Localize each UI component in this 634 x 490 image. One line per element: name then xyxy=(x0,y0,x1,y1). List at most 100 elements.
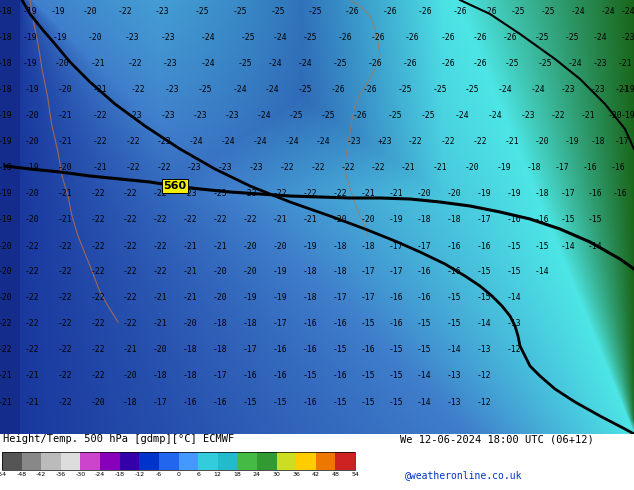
Text: @weatheronline.co.uk: @weatheronline.co.uk xyxy=(405,470,522,480)
Text: -22: -22 xyxy=(91,242,105,250)
Text: -22: -22 xyxy=(311,164,325,172)
Text: -24: -24 xyxy=(264,85,280,95)
Text: -21: -21 xyxy=(273,216,287,224)
Text: -21: -21 xyxy=(58,190,72,198)
Text: -14: -14 xyxy=(477,319,491,328)
Text: 42: 42 xyxy=(312,472,320,477)
Text: -26: -26 xyxy=(368,59,382,69)
Text: -12: -12 xyxy=(477,371,491,381)
Text: -23: -23 xyxy=(183,190,197,198)
Text: -36: -36 xyxy=(56,472,66,477)
Text: -20: -20 xyxy=(0,268,12,276)
Text: -19: -19 xyxy=(0,216,12,224)
Text: -24: -24 xyxy=(285,138,299,147)
Text: -16: -16 xyxy=(447,242,462,250)
Bar xyxy=(257,452,276,470)
Text: -21: -21 xyxy=(302,216,317,224)
Text: -54: -54 xyxy=(0,472,7,477)
Text: -16: -16 xyxy=(611,164,625,172)
Text: -18: -18 xyxy=(302,294,317,302)
Text: -20: -20 xyxy=(58,164,72,172)
Text: -16: -16 xyxy=(534,216,549,224)
Text: -22: -22 xyxy=(25,268,39,276)
Text: -23: -23 xyxy=(249,164,263,172)
Text: -21: -21 xyxy=(212,242,228,250)
Text: -16: -16 xyxy=(273,371,287,381)
Text: -20: -20 xyxy=(417,190,431,198)
Text: -24: -24 xyxy=(621,7,634,17)
Text: -19: -19 xyxy=(0,112,12,121)
Text: -16: -16 xyxy=(588,190,602,198)
Text: -26: -26 xyxy=(453,7,467,17)
Text: -21: -21 xyxy=(25,397,39,407)
Text: -17: -17 xyxy=(555,164,569,172)
Text: -22: -22 xyxy=(153,242,167,250)
Text: -24: -24 xyxy=(567,59,582,69)
Text: -24: -24 xyxy=(189,138,204,147)
Text: -22: -22 xyxy=(91,268,105,276)
Text: -21: -21 xyxy=(618,59,632,69)
Text: -20: -20 xyxy=(212,268,228,276)
Text: -15: -15 xyxy=(333,397,347,407)
Text: -15: -15 xyxy=(333,345,347,354)
Bar xyxy=(61,452,81,470)
Text: -25: -25 xyxy=(541,7,555,17)
Text: -25: -25 xyxy=(195,7,209,17)
Text: -20: -20 xyxy=(243,268,257,276)
Text: -24: -24 xyxy=(268,59,282,69)
Text: -22: -22 xyxy=(58,294,72,302)
Text: -14: -14 xyxy=(560,242,575,250)
Bar xyxy=(276,452,296,470)
Text: -16: -16 xyxy=(302,319,317,328)
Text: -20: -20 xyxy=(153,345,167,354)
Text: -20: -20 xyxy=(183,319,197,328)
Text: -16: -16 xyxy=(333,319,347,328)
Text: -21: -21 xyxy=(0,397,12,407)
Text: -22: -22 xyxy=(243,216,257,224)
Text: -15: -15 xyxy=(588,216,602,224)
Text: -20: -20 xyxy=(0,242,12,250)
Text: -15: -15 xyxy=(361,319,375,328)
Text: -16: -16 xyxy=(507,216,521,224)
Text: -18: -18 xyxy=(123,397,138,407)
Text: -21: -21 xyxy=(93,85,107,95)
Text: 12: 12 xyxy=(214,472,222,477)
Text: -24: -24 xyxy=(316,138,330,147)
Text: -42: -42 xyxy=(36,472,46,477)
Text: -22: -22 xyxy=(123,242,138,250)
Text: -22: -22 xyxy=(153,216,167,224)
Text: -19: -19 xyxy=(23,33,37,43)
Text: -16: -16 xyxy=(361,345,375,354)
Text: 48: 48 xyxy=(332,472,339,477)
Text: -25: -25 xyxy=(321,112,335,121)
Text: -25: -25 xyxy=(233,7,247,17)
Text: -24: -24 xyxy=(201,59,216,69)
Text: -16: -16 xyxy=(302,397,317,407)
Text: -26: -26 xyxy=(383,7,398,17)
Text: -15: -15 xyxy=(534,242,549,250)
Text: -20: -20 xyxy=(361,216,375,224)
Text: -22: -22 xyxy=(25,242,39,250)
Text: -18: -18 xyxy=(361,242,375,250)
Text: -20: -20 xyxy=(55,59,69,69)
Text: -23: -23 xyxy=(165,85,179,95)
Text: -18: -18 xyxy=(212,319,228,328)
Text: -22: -22 xyxy=(212,216,228,224)
Bar xyxy=(81,452,100,470)
Text: -21: -21 xyxy=(58,112,72,121)
Text: -15: -15 xyxy=(243,397,257,407)
Text: -19: -19 xyxy=(0,138,12,147)
Text: -22: -22 xyxy=(473,138,488,147)
Text: -22: -22 xyxy=(91,294,105,302)
Text: -22: -22 xyxy=(551,112,566,121)
Text: -20: -20 xyxy=(25,190,39,198)
Text: -18: -18 xyxy=(212,345,228,354)
Text: -25: -25 xyxy=(333,59,347,69)
Text: -15: -15 xyxy=(389,397,403,407)
Bar xyxy=(159,452,179,470)
Text: -6: -6 xyxy=(156,472,162,477)
Text: -25: -25 xyxy=(534,33,549,43)
Text: -22: -22 xyxy=(280,164,294,172)
Text: -17: -17 xyxy=(389,268,403,276)
Text: -21: -21 xyxy=(581,112,595,121)
